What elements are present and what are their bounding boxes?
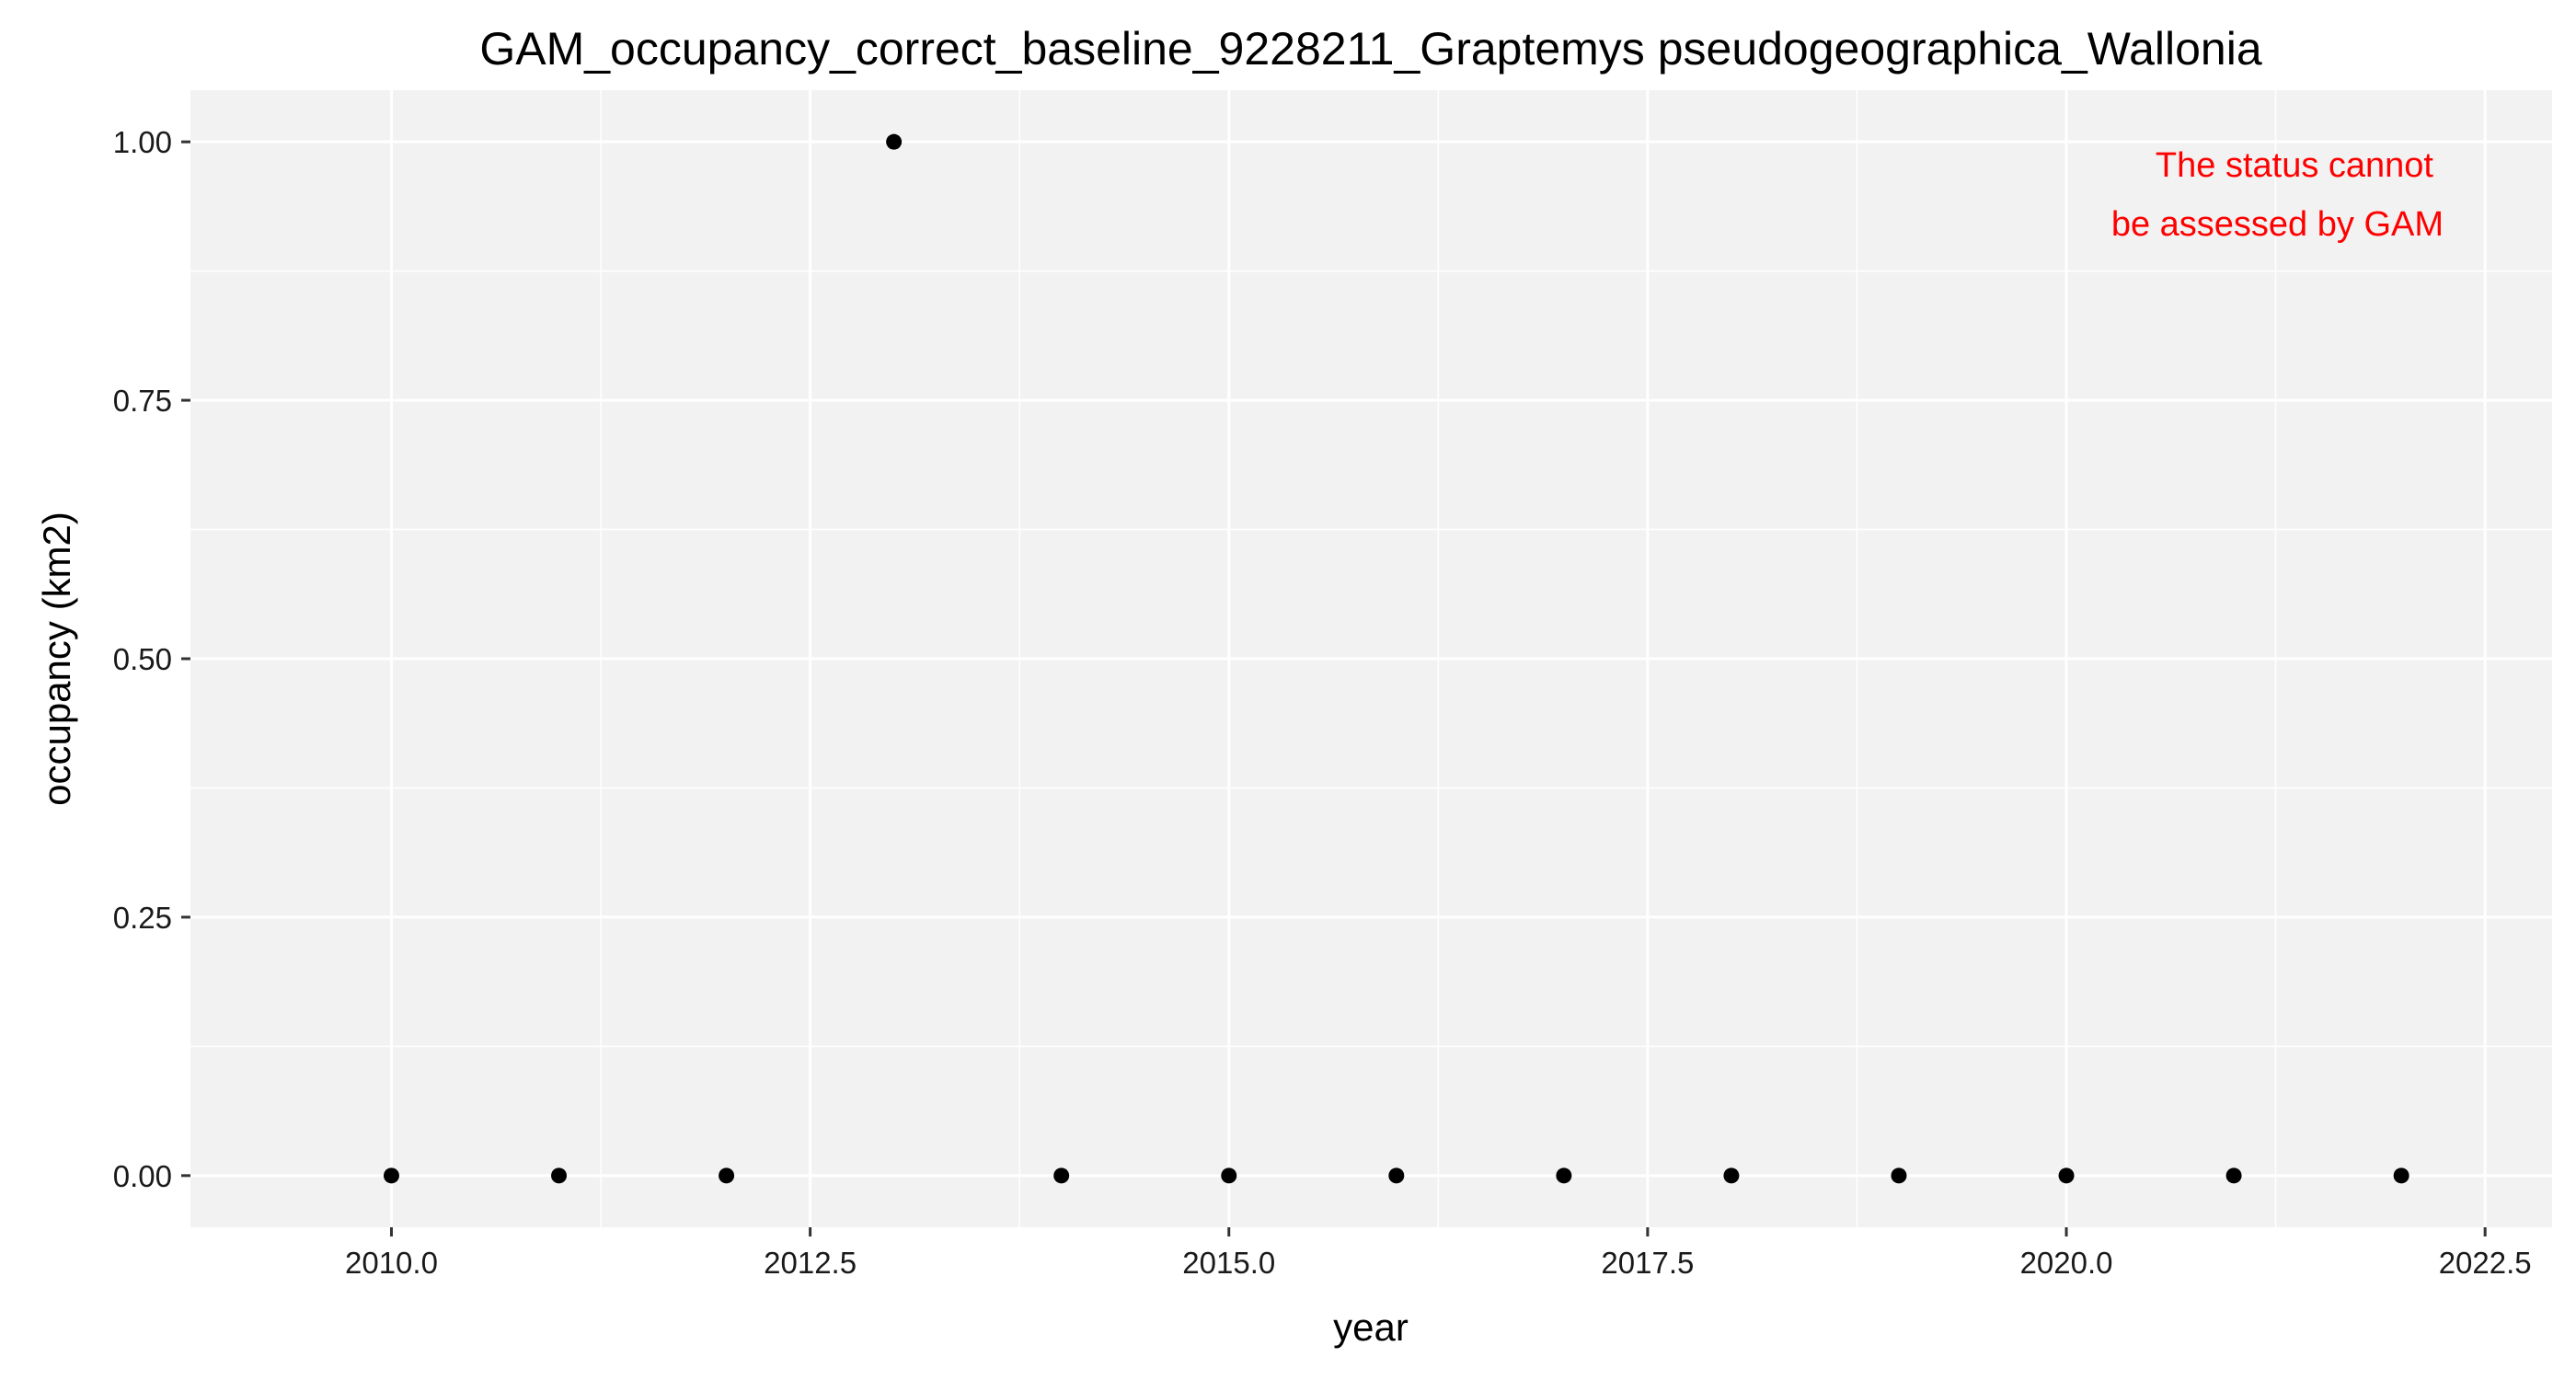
x-tick-label: 2010.0: [345, 1246, 438, 1280]
x-tick-label: 2020.0: [2020, 1246, 2113, 1280]
data-point: [2393, 1167, 2409, 1184]
annotation: The status cannot be assessed by GAM: [2111, 146, 2444, 244]
x-tick-label: 2022.5: [2439, 1246, 2532, 1280]
y-tick-label: 0.75: [113, 384, 172, 418]
data-point: [1053, 1167, 1070, 1184]
data-point: [1556, 1167, 1572, 1184]
data-point: [1221, 1167, 1237, 1184]
data-point: [1891, 1167, 1907, 1184]
y-tick-label: 0.25: [113, 901, 172, 935]
data-point: [2058, 1167, 2075, 1184]
data-point: [719, 1167, 735, 1184]
data-points: [383, 133, 2409, 1184]
y-tick-label: 1.00: [113, 125, 172, 159]
y-tick-label: 0.00: [113, 1159, 172, 1193]
chart-title: GAM_occupancy_correct_baseline_9228211_G…: [479, 23, 2262, 75]
data-point: [2225, 1167, 2242, 1184]
data-point: [1388, 1167, 1405, 1184]
x-axis: 2010.0 2012.5 2015.0 2017.5 2020.0 2022.5: [345, 1227, 2532, 1280]
y-tick-label: 0.50: [113, 642, 172, 676]
data-point: [551, 1167, 568, 1184]
y-axis-title: occupancy (km2): [35, 512, 78, 806]
data-point: [1723, 1167, 1740, 1184]
x-tick-label: 2017.5: [1601, 1246, 1694, 1280]
annotation-line: be assessed by GAM: [2111, 205, 2444, 244]
data-point: [886, 133, 903, 150]
y-axis: 0.00 0.25 0.50 0.75 1.00: [113, 125, 190, 1193]
x-tick-label: 2015.0: [1182, 1246, 1275, 1280]
grid-major: [190, 90, 2552, 1227]
annotation-line: The status cannot: [2156, 146, 2434, 185]
x-tick-label: 2012.5: [764, 1246, 857, 1280]
x-axis-title: year: [1333, 1305, 1409, 1349]
data-point: [383, 1167, 399, 1184]
